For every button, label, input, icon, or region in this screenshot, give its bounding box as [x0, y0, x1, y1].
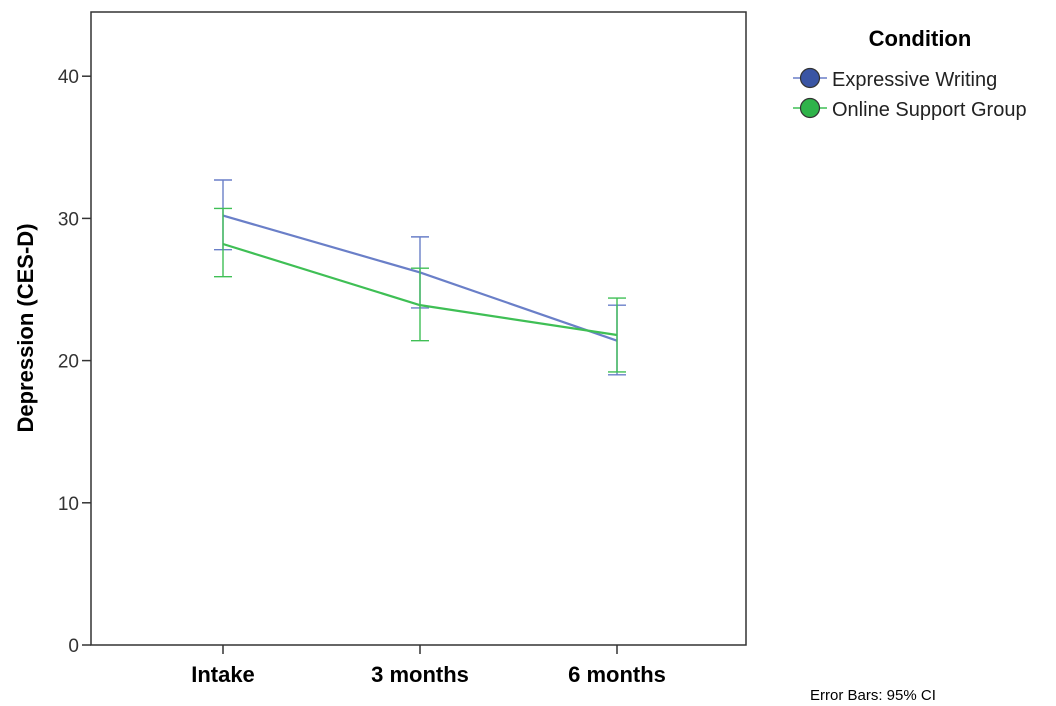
y-tick-label: 10 — [58, 494, 79, 515]
x-tick-label: Intake — [191, 662, 255, 687]
legend-title: Condition — [869, 26, 972, 51]
legend-item: Expressive Writing — [793, 67, 997, 91]
y-tick-label: 20 — [58, 352, 79, 373]
y-axis: 0 10 20 30 40 — [58, 67, 91, 657]
y-tick-label: 40 — [58, 67, 79, 88]
legend-marker — [799, 97, 821, 119]
series-layer — [214, 179, 626, 376]
x-axis: Intake 3 months 6 months — [191, 645, 666, 687]
plot-frame — [90, 11, 747, 646]
y-tick-label: 0 — [68, 636, 79, 657]
x-tick-label: 6 months — [568, 662, 666, 687]
error-bars-note: Error Bars: 95% CI — [810, 687, 936, 704]
legend-marker — [799, 67, 821, 89]
legend-label: Online Support Group — [832, 99, 1027, 121]
y-tick-label: 30 — [58, 209, 79, 230]
legend-item: Online Support Group — [793, 97, 1027, 121]
series-online-support-group — [214, 207, 626, 373]
legend: Expressive Writing Online Support Group — [793, 67, 1027, 121]
x-tick-label: 3 months — [371, 662, 469, 687]
legend-label: Expressive Writing — [832, 69, 997, 91]
y-axis-title: Depression (CES-D) — [13, 223, 38, 432]
